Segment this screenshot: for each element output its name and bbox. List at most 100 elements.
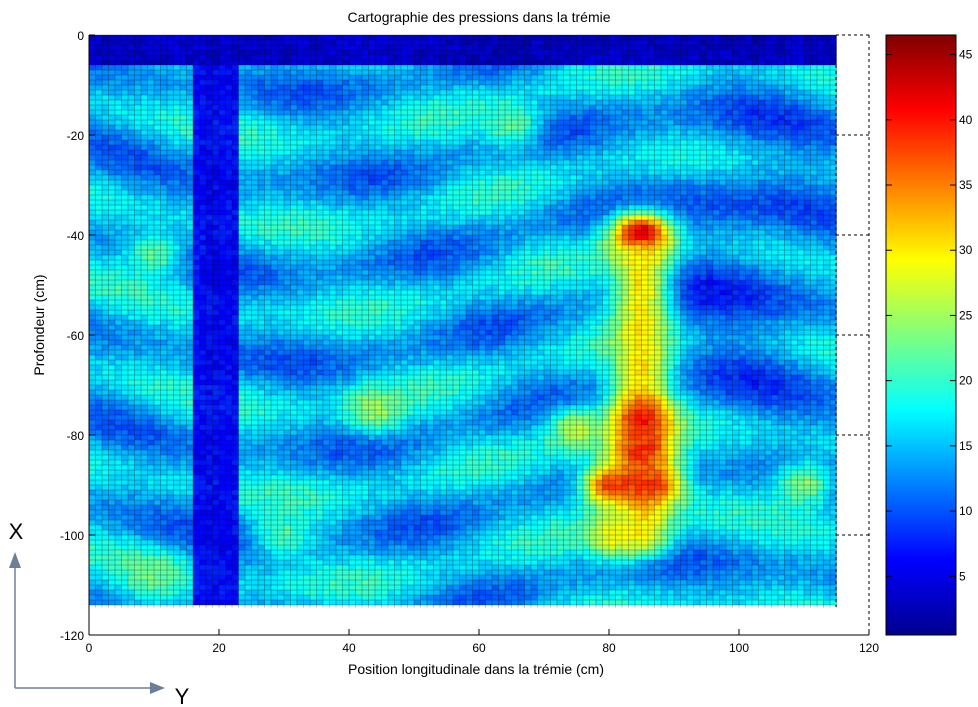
heatmap-cell — [342, 580, 349, 585]
heatmap-cell — [199, 90, 206, 95]
heatmap-cell — [147, 450, 154, 455]
heatmap-cell — [167, 125, 174, 130]
heatmap-cell — [297, 35, 304, 40]
heatmap-cell — [232, 510, 239, 515]
heatmap-cell — [349, 215, 356, 220]
heatmap-cell — [277, 325, 284, 330]
heatmap-cell — [232, 430, 239, 435]
heatmap-cell — [167, 305, 174, 310]
heatmap-cell — [199, 505, 206, 510]
heatmap-cell — [173, 400, 180, 405]
heatmap-cell — [206, 585, 213, 590]
heatmap-cell — [323, 525, 330, 530]
heatmap-cell — [160, 60, 167, 65]
heatmap-cell — [115, 235, 122, 240]
heatmap-cell — [342, 280, 349, 285]
heatmap-cell — [141, 60, 148, 65]
heatmap-cell — [95, 130, 102, 135]
heatmap-cell — [108, 350, 115, 355]
heatmap-cell — [95, 550, 102, 555]
heatmap-cell — [89, 550, 96, 555]
heatmap-cell — [342, 355, 349, 360]
heatmap-cell — [251, 185, 258, 190]
heatmap-cell — [310, 135, 317, 140]
heatmap-cell — [193, 100, 200, 105]
heatmap-cell — [362, 380, 369, 385]
heatmap-cell — [193, 505, 200, 510]
heatmap-cell — [316, 335, 323, 340]
heatmap-cell — [297, 135, 304, 140]
heatmap-cell — [160, 230, 167, 235]
heatmap-cell — [128, 595, 135, 600]
heatmap-cell — [303, 305, 310, 310]
heatmap-cell — [167, 525, 174, 530]
heatmap-cell — [173, 100, 180, 105]
heatmap-cell — [258, 100, 265, 105]
heatmap-cell — [290, 245, 297, 250]
heatmap-cell — [128, 155, 135, 160]
heatmap-cell — [368, 165, 375, 170]
heatmap-cell — [186, 120, 193, 125]
heatmap-cell — [336, 230, 343, 235]
heatmap-cell — [225, 470, 232, 475]
heatmap-cell — [102, 305, 109, 310]
heatmap-cell — [342, 75, 349, 80]
heatmap-cell — [141, 525, 148, 530]
heatmap-cell — [310, 255, 317, 260]
heatmap-cell — [355, 295, 362, 300]
heatmap-cell — [297, 370, 304, 375]
heatmap-cell — [199, 420, 206, 425]
heatmap-cell — [128, 100, 135, 105]
heatmap-cell — [199, 215, 206, 220]
heatmap-cell — [128, 290, 135, 295]
heatmap-cell — [160, 205, 167, 210]
heatmap-cell — [303, 525, 310, 530]
heatmap-cell — [310, 430, 317, 435]
heatmap-cell — [173, 255, 180, 260]
heatmap-cell — [95, 260, 102, 265]
heatmap-cell — [173, 115, 180, 120]
heatmap-cell — [329, 350, 336, 355]
heatmap-cell — [173, 205, 180, 210]
heatmap-cell — [297, 145, 304, 150]
heatmap-cell — [355, 365, 362, 370]
heatmap-cell — [206, 295, 213, 300]
heatmap-cell — [316, 60, 323, 65]
heatmap-cell — [141, 585, 148, 590]
heatmap-cell — [193, 200, 200, 205]
heatmap-cell — [199, 280, 206, 285]
heatmap-cell — [303, 535, 310, 540]
heatmap-cell — [245, 380, 252, 385]
heatmap-cell — [160, 180, 167, 185]
heatmap-cell — [115, 335, 122, 340]
heatmap-cell — [290, 50, 297, 55]
heatmap-cell — [108, 50, 115, 55]
heatmap-cell — [303, 95, 310, 100]
heatmap-cell — [128, 345, 135, 350]
heatmap-cell — [271, 525, 278, 530]
heatmap-cell — [251, 130, 258, 135]
heatmap-cell — [147, 415, 154, 420]
heatmap-cell — [316, 135, 323, 140]
heatmap-cell — [193, 110, 200, 115]
heatmap-cell — [342, 135, 349, 140]
heatmap-cell — [193, 295, 200, 300]
heatmap-cell — [316, 595, 323, 600]
heatmap-cell — [316, 90, 323, 95]
heatmap-cell — [134, 490, 141, 495]
heatmap-cell — [225, 200, 232, 205]
heatmap-cell — [238, 520, 245, 525]
heatmap-cell — [199, 305, 206, 310]
heatmap-cell — [245, 525, 252, 530]
heatmap-cell — [154, 385, 161, 390]
heatmap-cell — [310, 435, 317, 440]
heatmap-cell — [258, 325, 265, 330]
heatmap-cell — [108, 140, 115, 145]
heatmap-cell — [277, 430, 284, 435]
heatmap-cell — [329, 600, 336, 605]
heatmap-cell — [225, 330, 232, 335]
heatmap-cell — [212, 420, 219, 425]
heatmap-cell — [251, 455, 258, 460]
heatmap-cell — [284, 40, 291, 45]
heatmap-cell — [271, 415, 278, 420]
